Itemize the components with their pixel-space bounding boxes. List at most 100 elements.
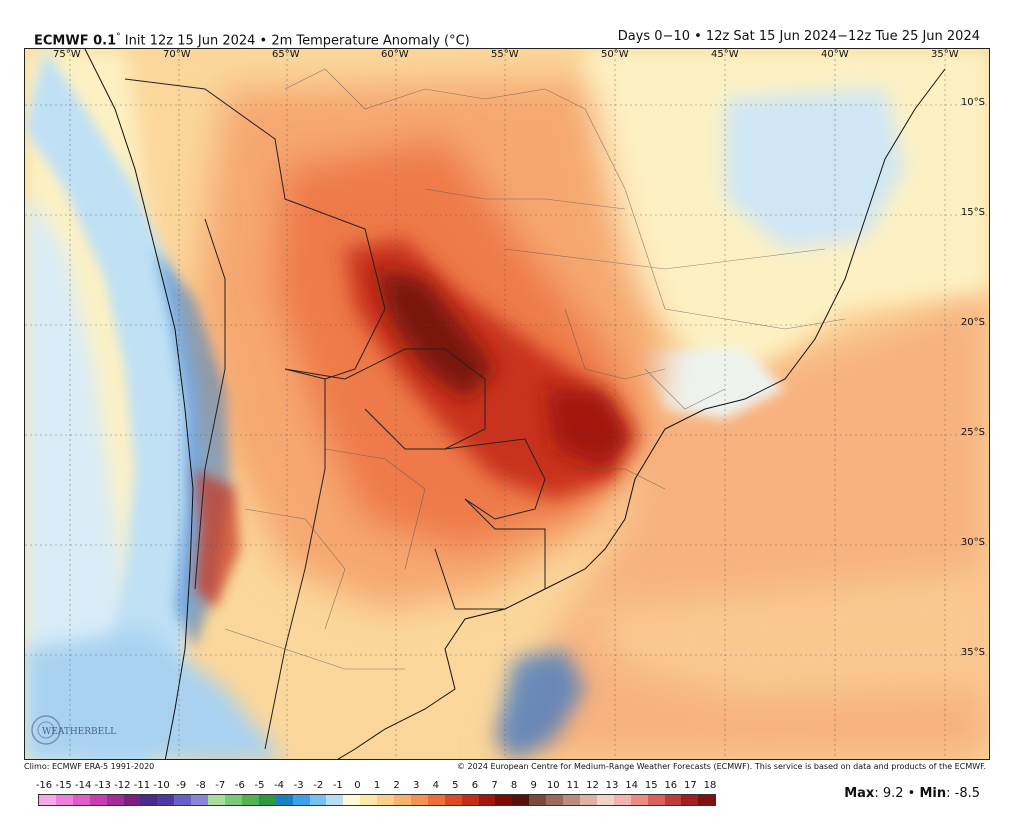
copyright-note: © 2024 European Centre for Medium-Range … (457, 762, 986, 771)
period-info: Days 0−10 • 12z Sat 15 Jun 2024−12z Tue … (617, 29, 980, 44)
andes-cool (25, 49, 205, 759)
colorbar-swatch (309, 795, 327, 805)
colorbar-swatch (394, 795, 411, 805)
header-left: ECMWF 0.1° Init 12z 15 Jun 2024 • 2m Tem… (34, 27, 470, 51)
colorbar-tick-label: -11 (133, 780, 151, 791)
andes-warm-spot (195, 469, 240, 609)
map-footer: Climo: ECMWF ERA-5 1991-2020 © 2024 Euro… (24, 761, 990, 773)
colorbar-tick-label: -7 (215, 780, 226, 791)
colorbar-tick-label: 8 (510, 780, 518, 791)
colorbar-swatch (461, 795, 479, 805)
model-degree: ° (116, 32, 121, 42)
colorbar-tick-label: 13 (605, 780, 619, 791)
colorbar-swatch (630, 795, 648, 805)
graticule (25, 49, 989, 759)
northeast-cool (725, 89, 905, 249)
colorbar-tick-label: -5 (254, 780, 265, 791)
colorbar-swatch (512, 795, 530, 805)
colorbar-swatch (681, 795, 699, 805)
colorbar-swatch (191, 795, 209, 805)
peak-anomaly (375, 269, 495, 399)
colorbar-swatch (55, 795, 73, 805)
max-min-stats: Max: 9.2 • Min: -8.5 (844, 786, 980, 801)
anomaly-map: 75°W 70°W 65°W 60°W 55°W 50°W 45°W 40°W … (24, 48, 990, 760)
lat-label-25s: 25°S (960, 427, 985, 438)
lon-label-70w: 70°W (163, 49, 191, 60)
colorbar-swatch (174, 795, 192, 805)
patagonia-cool (25, 629, 284, 759)
colorbar-tick-label: -4 (274, 780, 285, 791)
lon-label-55w: 55°W (491, 49, 519, 60)
colorbar-tick-label: 9 (530, 780, 537, 791)
colorbar-tick-label: -16 (35, 780, 53, 791)
country-borders (124, 78, 546, 750)
colorbar (38, 794, 716, 806)
colorbar-tick-label: 12 (586, 780, 599, 791)
southeast-cool (625, 349, 785, 419)
colorbar-swatch (275, 795, 293, 805)
colorbar-swatch (529, 795, 547, 805)
colorbar-swatch (140, 795, 158, 805)
colorbar-tick-label: 6 (471, 780, 479, 791)
colorbar-swatch (292, 795, 310, 805)
min-label: Min (919, 786, 947, 801)
pacific-coastline (84, 49, 194, 759)
map-canvas (25, 49, 989, 759)
min-value: : -8.5 (946, 786, 980, 801)
colorbar-swatch (326, 795, 344, 805)
colorbar-swatch (377, 795, 395, 805)
colorbar-tick-label: -15 (55, 780, 72, 791)
secondary-peak (545, 389, 635, 469)
climo-note: Climo: ECMWF ERA-5 1991-2020 (24, 762, 155, 771)
colorbar-swatch (698, 795, 716, 805)
lon-label-40w: 40°W (821, 49, 849, 60)
colorbar-swatch (596, 795, 614, 805)
logo-graphic: WEATHERBELL (31, 715, 116, 745)
atlantic-pale-belt (585, 569, 989, 699)
lon-label-60w: 60°W (381, 49, 409, 60)
lat-label-15s: 15°S (960, 207, 985, 218)
colorbar-swatch (360, 795, 378, 805)
colorbar-swatch (647, 795, 665, 805)
lat-label-10s: 10°S (960, 97, 985, 108)
colorbar-swatch (444, 795, 462, 805)
colorbar-tick-label: 4 (432, 780, 439, 791)
colorbar-tick-label: 10 (546, 780, 560, 791)
colorbar-swatch (89, 795, 107, 805)
colorbar-tick-label: -1 (332, 780, 343, 791)
lon-label-65w: 65°W (272, 49, 300, 60)
pacific-cool-strip (25, 189, 145, 759)
run-info: Init 12z 15 Jun 2024 • 2m Temperature An… (124, 33, 470, 49)
atlantic-cold-blob (495, 649, 585, 759)
lat-label-30s: 30°S (960, 537, 985, 548)
colorbar-swatch (241, 795, 259, 805)
map-header: ECMWF 0.1° Init 12z 15 Jun 2024 • 2m Tem… (24, 27, 990, 48)
colorbar-tick-label: 7 (491, 780, 498, 791)
colorbar-tick-label: 14 (625, 780, 639, 791)
colorbar-swatch (224, 795, 242, 805)
colorbar-tick-label: 0 (354, 780, 361, 791)
colorbar-tick-label: -6 (234, 780, 245, 791)
colorbar-swatch (410, 795, 428, 805)
colorbar-swatch (39, 795, 56, 805)
colorbar-swatch (563, 795, 580, 805)
lon-label-35w: 35°W (931, 49, 959, 60)
colorbar-tick-label: -9 (176, 780, 187, 791)
colorbar-tick-label: 3 (412, 780, 420, 791)
colorbar-tick-label: 5 (452, 780, 459, 791)
colorbar-tick-label: -8 (195, 780, 206, 791)
logo-text: WEATHERBELL (42, 727, 116, 737)
lon-label-45w: 45°W (711, 49, 739, 60)
state-borders (224, 68, 846, 670)
colorbar-swatch (580, 795, 597, 805)
lat-label-35s: 35°S (960, 647, 985, 658)
colorbar-tick-label: 1 (373, 780, 381, 791)
atlantic-coastline (337, 68, 946, 759)
lat-label-20s: 20°S (960, 317, 985, 328)
colorbar-tick-label: 15 (644, 780, 658, 791)
colorbar-swatch (495, 795, 513, 805)
colorbar-tick-label: 11 (566, 780, 580, 791)
colorbar-swatch (343, 795, 361, 805)
colorbar-tick-label: 2 (393, 780, 400, 791)
colorbar-labels: -16 -15 -14 -13 -12 -11 -10 -9 -8 -7 -6 -5 -4 -3 -2 -1 0… (35, 780, 718, 792)
